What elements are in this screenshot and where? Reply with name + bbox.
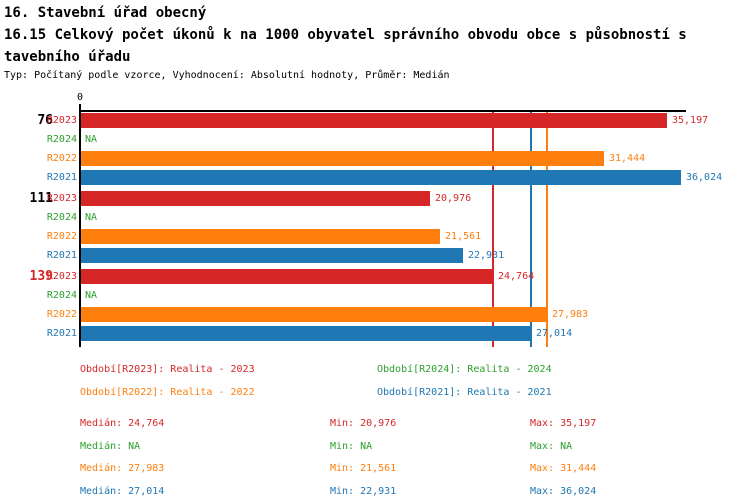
bar-na-label: NA	[85, 290, 98, 301]
bar-value-label: 36,024	[686, 172, 723, 183]
bar-value-label: 20,976	[435, 193, 472, 204]
y-axis-line	[79, 104, 81, 347]
bar-R2021-group-0	[81, 170, 681, 185]
bar-na-label: NA	[85, 212, 98, 223]
group-label-139: 139	[29, 269, 53, 284]
bar-value-label: 21,561	[445, 231, 482, 242]
series-label-R2024: R2024	[46, 290, 77, 301]
bar-R2023-group-1	[81, 191, 430, 206]
bar-value-label: 27,014	[536, 328, 573, 339]
series-label-R2022: R2022	[46, 309, 77, 320]
series-label-R2021: R2021	[46, 172, 77, 183]
stat-min-R2024: Min: NA	[330, 440, 373, 452]
bar-R2022-group-1	[81, 229, 440, 244]
group-label-76: 76	[37, 113, 53, 128]
stat-min-R2022: Min: 21,561	[330, 463, 397, 475]
legend-item-R2022: Období[R2022]: Realita - 2022	[80, 387, 255, 398]
legend-item-R2024: Období[R2024]: Realita - 2024	[377, 364, 552, 375]
bar-value-label: 31,444	[609, 153, 646, 164]
stat-min-R2021: Min: 22,931	[330, 486, 397, 498]
bar-value-label: 24,764	[498, 271, 535, 282]
group-label-111: 111	[29, 191, 53, 206]
chart-meta-line: Typ: Počítaný podle vzorce, Vyhodnocení:…	[4, 70, 450, 81]
x-axis-tick-label-zero: 0	[76, 92, 84, 103]
series-label-R2024: R2024	[46, 212, 77, 223]
series-label-R2021: R2021	[46, 250, 77, 261]
page-title: 16. Stavební úřad obecný	[4, 5, 207, 21]
chart-subtitle-line2: tavebního úřadu	[4, 49, 131, 65]
series-label-R2023: R2023	[46, 271, 77, 282]
series-label-R2022: R2022	[46, 153, 77, 164]
bar-value-label: 27,983	[552, 309, 589, 320]
bar-R2023-group-2	[81, 269, 493, 284]
median-line-R2021	[530, 112, 532, 347]
stat-max-R2023: Max: 35,197	[530, 418, 597, 429]
median-line-R2023	[492, 112, 494, 347]
x-axis-line	[80, 110, 686, 112]
bar-value-label: 35,197	[672, 115, 709, 126]
legend-item-R2021: Období[R2021]: Realita - 2021	[377, 387, 552, 398]
series-label-R2023: R2023	[46, 115, 77, 126]
stat-median-R2023: Medián: 24,764	[80, 418, 165, 429]
stat-max-R2021: Max: 36,024	[530, 486, 597, 498]
stat-max-R2024: Max: NA	[530, 440, 573, 452]
stat-min-R2023: Min: 20,976	[330, 418, 397, 429]
chart-subtitle-line1: 16.15 Celkový počet úkonů k na 1000 obyv…	[4, 27, 687, 43]
bar-R2023-group-0	[81, 113, 667, 128]
stat-max-R2022: Max: 31,444	[530, 463, 597, 475]
stat-median-R2022: Medián: 27,983	[80, 463, 165, 475]
legend-item-R2023: Období[R2023]: Realita - 2023	[80, 364, 255, 375]
stat-median-R2024: Medián: NA	[80, 440, 141, 452]
bar-value-label: 22,931	[468, 250, 505, 261]
series-label-R2023: R2023	[46, 193, 77, 204]
series-label-R2021: R2021	[46, 328, 77, 339]
bar-na-label: NA	[85, 134, 98, 145]
bar-R2022-group-2	[81, 307, 547, 322]
bar-R2021-group-2	[81, 326, 531, 341]
series-label-R2024: R2024	[46, 134, 77, 145]
bar-R2021-group-1	[81, 248, 463, 263]
bar-R2022-group-0	[81, 151, 604, 166]
stat-median-R2021: Medián: 27,014	[80, 486, 165, 498]
series-label-R2022: R2022	[46, 231, 77, 242]
median-line-R2022	[546, 112, 548, 347]
